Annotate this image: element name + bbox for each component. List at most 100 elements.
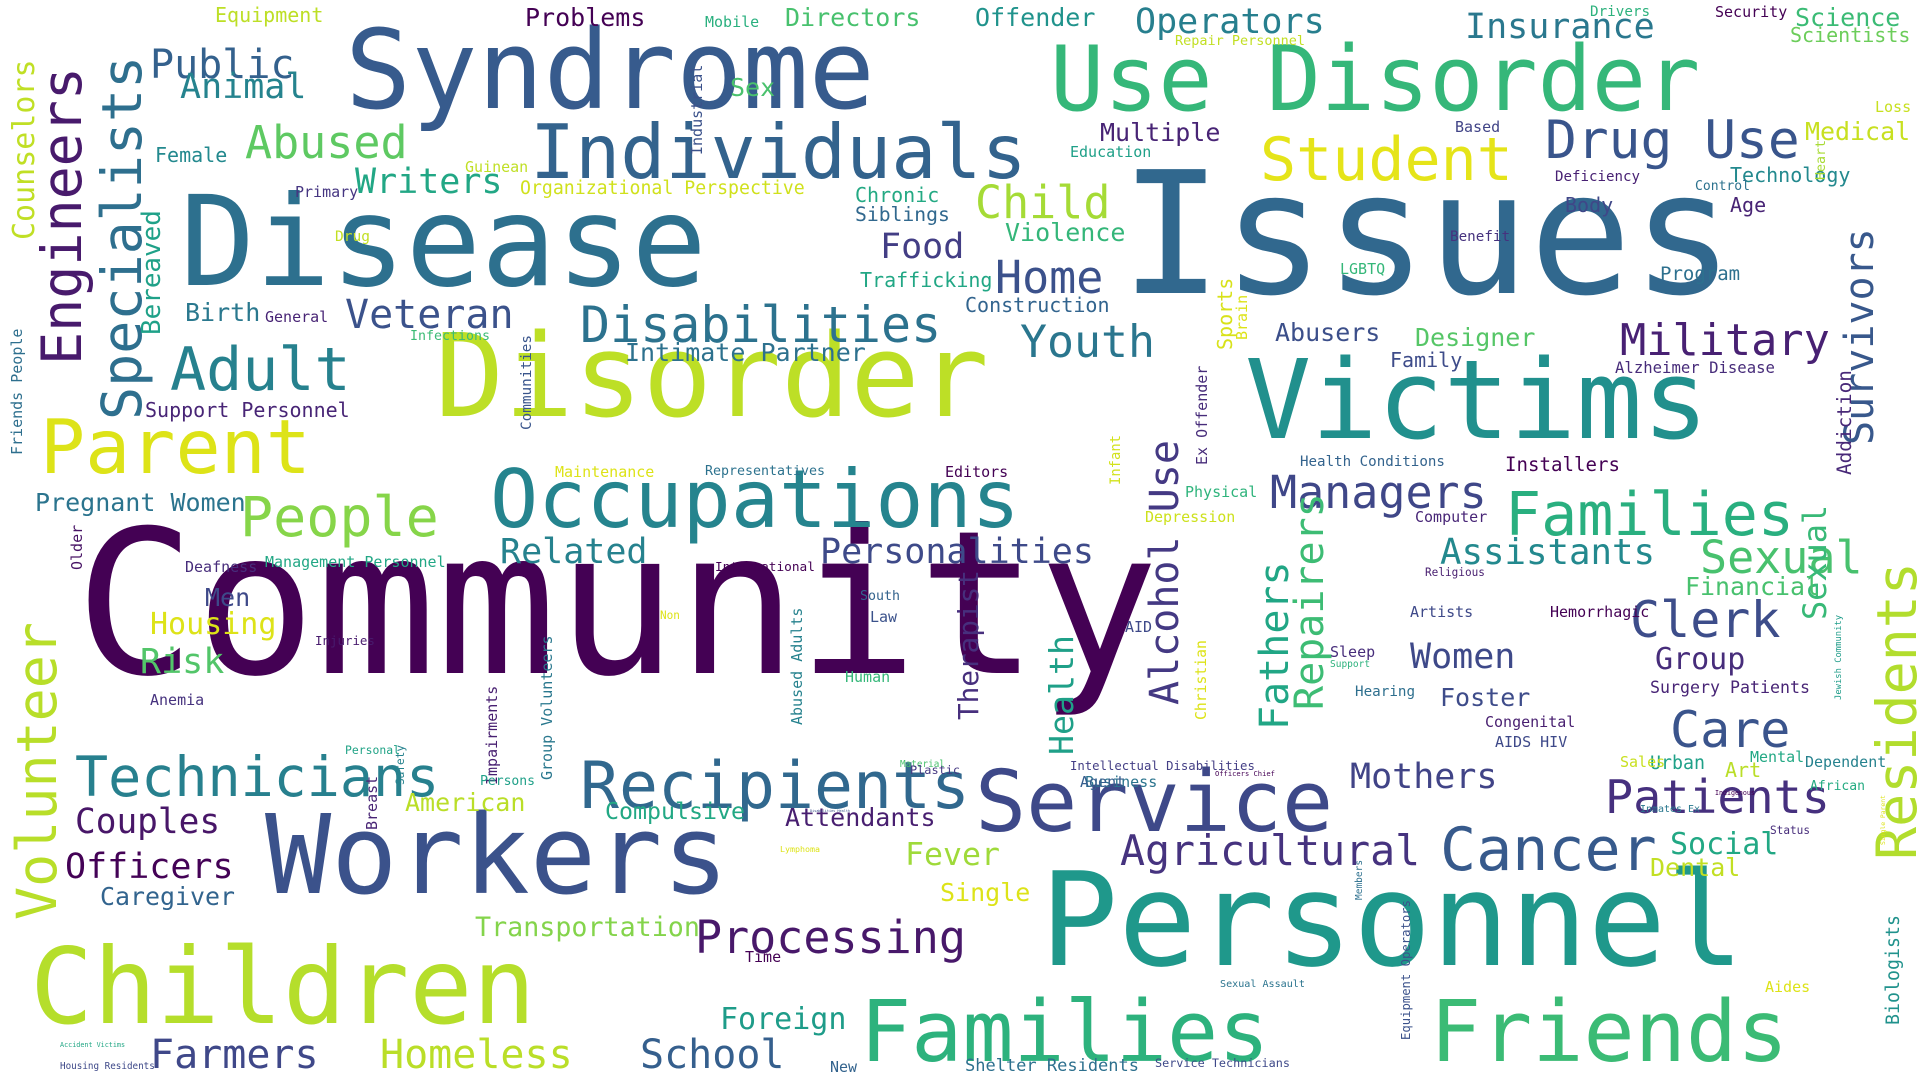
cloud-word-body: Body — [1565, 193, 1614, 217]
cloud-word-anemia: Anemia — [150, 691, 205, 709]
cloud-word-writers: Writers — [355, 162, 503, 202]
cloud-word-caregiver: Caregiver — [100, 882, 235, 911]
cloud-word-pregnant-women: Pregnant Women — [35, 488, 246, 517]
cloud-word-residents: Residents — [1865, 561, 1920, 860]
cloud-word-issues: Issues — [1120, 136, 1735, 334]
cloud-word-aides: Aides — [1765, 978, 1811, 996]
cloud-word-parent: Parent — [40, 403, 311, 491]
cloud-word-non: Non — [660, 609, 680, 622]
cloud-word-maintenance: Maintenance — [555, 463, 655, 481]
cloud-word-fever: Fever — [905, 837, 1000, 873]
cloud-word-managers: Managers — [1270, 466, 1487, 519]
cloud-word-sleep: Sleep — [1330, 643, 1376, 661]
cloud-word-food: Food — [880, 227, 965, 267]
cloud-word-therapist: Therapist — [952, 570, 985, 720]
cloud-word-physical: Physical — [1185, 483, 1258, 501]
cloud-word-drug: Drug — [335, 229, 370, 245]
cloud-word-alcohol-use: Alcohol Use — [1142, 440, 1188, 705]
cloud-word-sex: Sex — [730, 73, 776, 102]
cloud-word-benefit: Benefit — [1450, 229, 1511, 245]
cloud-word-home: Home — [995, 251, 1104, 304]
cloud-word-related: Related — [500, 532, 648, 572]
cloud-word-military: Military — [1620, 316, 1830, 366]
cloud-word-congenital: Congenital — [1485, 713, 1576, 731]
cloud-word-computer: Computer — [1415, 508, 1488, 526]
cloud-word-community: Community — [75, 488, 1159, 721]
cloud-word-social: Social — [1670, 827, 1779, 862]
cloud-word-older: Older — [68, 524, 86, 570]
cloud-word-lymphoma: Lymphoma — [780, 844, 820, 854]
cloud-word-christian: Christian — [1193, 640, 1210, 720]
cloud-word-impairments: Impairments — [483, 685, 501, 785]
cloud-word-cancer: Cancer — [1440, 815, 1657, 885]
cloud-word-school: School — [640, 1032, 785, 1078]
cloud-word-aid: AID — [1125, 618, 1153, 636]
cloud-word-attendants: Attendants — [785, 803, 936, 832]
cloud-word-foreign: Foreign — [720, 1002, 847, 1037]
cloud-word-plastic: Plastic — [910, 763, 961, 777]
cloud-word-based: Based — [1455, 118, 1501, 136]
cloud-word-ex-offender: Ex Offender — [1193, 365, 1211, 465]
cloud-word-processing: Processing — [695, 911, 966, 964]
cloud-word-chronic: Chronic — [855, 183, 940, 207]
cloud-word-accident-victims: Accident Victims — [60, 1041, 126, 1049]
cloud-word-recipients: Recipients — [580, 749, 970, 824]
cloud-word-violence: Violence — [1005, 218, 1126, 247]
cloud-word-security: Security — [1715, 3, 1788, 21]
cloud-word-service: Service — [975, 753, 1334, 852]
cloud-word-female: Female — [155, 143, 228, 167]
cloud-word-deafness: Deafness — [185, 558, 258, 576]
cloud-word-status: Status — [1770, 824, 1811, 837]
cloud-word-shelter-residents: Shelter Residents — [965, 1056, 1139, 1076]
cloud-word-scientists: Scientists — [1790, 23, 1911, 47]
cloud-word-alzheimer-disease: Alzheimer Disease — [1615, 358, 1775, 377]
cloud-word-workers: Workers — [265, 791, 729, 919]
cloud-word-disorder: Disorder — [435, 310, 989, 444]
cloud-word-primary: Primary — [295, 183, 359, 201]
cloud-word-education: Education — [1070, 143, 1152, 161]
cloud-word-heart: Heart — [1814, 140, 1829, 180]
cloud-word-foster: Foster — [1440, 683, 1531, 712]
cloud-word-homeless: Homeless — [380, 1032, 573, 1078]
cloud-word-repairers: Repairers — [1287, 493, 1333, 710]
cloud-word-hemorrhagic: Hemorrhagic — [1550, 603, 1650, 621]
cloud-word-technology: Technology — [1730, 163, 1851, 187]
cloud-word-addiction: Addiction — [1833, 370, 1856, 475]
cloud-word-international: International — [715, 560, 815, 575]
cloud-word-veteran: Veteran — [345, 292, 514, 338]
cloud-word-law: Law — [870, 608, 898, 626]
cloud-word-urban: Urban — [1650, 753, 1705, 774]
cloud-word-men: Men — [205, 583, 251, 612]
cloud-word-use-disorder: Use Disorder — [1050, 27, 1701, 132]
cloud-word-artists: Artists — [1410, 603, 1474, 621]
cloud-word-control: Control — [1695, 179, 1750, 194]
cloud-word-dependent: Dependent — [1805, 753, 1887, 771]
cloud-word-adult: Adult — [170, 335, 351, 405]
cloud-word-counselors: Counselors — [7, 59, 42, 240]
cloud-word-african: African — [1810, 779, 1865, 794]
cloud-word-infant: Infant — [1108, 434, 1124, 485]
cloud-word-families: Families — [1505, 480, 1794, 550]
cloud-word-youth: Youth — [1020, 315, 1155, 368]
cloud-word-group-volunteers: Group Volunteers — [538, 635, 556, 781]
cloud-word-children: Children — [30, 926, 536, 1048]
cloud-word-problems: Problems — [525, 3, 646, 32]
cloud-word-volunteer: Volunteer — [5, 621, 69, 920]
cloud-word-personalities: Personalities — [820, 532, 1094, 572]
cloud-word-housing: Housing — [150, 607, 277, 642]
cloud-word-assistants: Assistants — [1440, 532, 1655, 573]
cloud-word-breast: Breast — [363, 775, 381, 830]
cloud-word-management-personnel: Management Personnel — [265, 553, 446, 571]
cloud-word-compulsive: Compulsive — [605, 798, 745, 825]
cloud-word-disabilities-health: Disabilities Health — [810, 809, 851, 813]
cloud-word-mental: Mental — [1750, 748, 1805, 766]
cloud-word-sales: Sales — [1620, 753, 1666, 771]
cloud-word-material: Material — [900, 759, 945, 770]
cloud-word-indigenous: Indigenous — [1715, 789, 1755, 797]
cloud-word-animal: Animal — [180, 67, 307, 107]
cloud-word-syndrome: Syndrome — [345, 6, 875, 134]
cloud-word-personal: Personal — [345, 743, 400, 757]
cloud-word-support-personnel: Support Personnel — [145, 398, 350, 422]
cloud-word-officers-chief: Officers Chief — [1215, 769, 1275, 778]
cloud-word-transportation: Transportation — [475, 912, 700, 943]
